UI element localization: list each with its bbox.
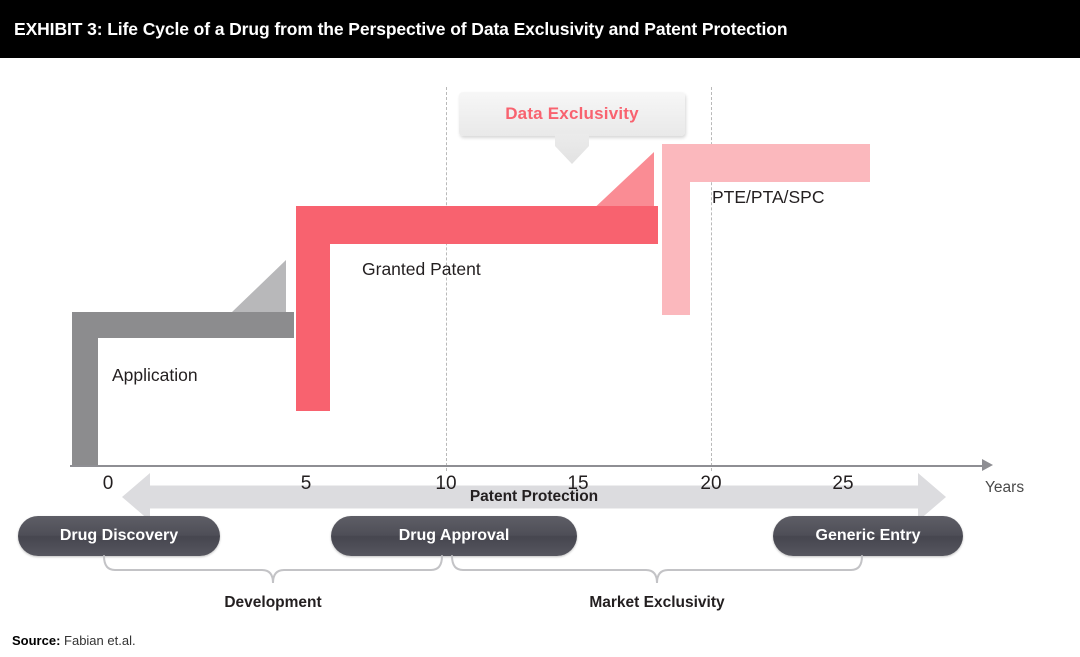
header-divider: [0, 58, 1080, 61]
application-bar-horizontal: [72, 312, 294, 338]
milestone-generic-entry[interactable]: Generic Entry: [773, 516, 963, 556]
x-axis-line: [70, 465, 985, 467]
application-bar-vertical: [72, 312, 98, 467]
brace-market-exclusivity-icon: [451, 555, 863, 584]
x-axis-title: Years: [985, 479, 1025, 496]
pte-label: PTE/PTA/SPC: [712, 187, 825, 207]
source-text: Fabian et.al.: [60, 633, 136, 648]
data-exclusivity-label: Data Exclusivity: [505, 104, 639, 123]
gridline-year-10: [446, 87, 447, 471]
page-title: EXHIBIT 3: Life Cycle of a Drug from the…: [14, 18, 788, 39]
milestone-drug-discovery[interactable]: Drug Discovery: [18, 516, 220, 556]
axis-tick-25: 25: [832, 473, 854, 494]
milestone-drug-approval[interactable]: Drug Approval: [331, 516, 577, 556]
milestone-label: Generic Entry: [815, 527, 921, 544]
axis-tick-20: 20: [700, 473, 722, 494]
milestone-label: Drug Approval: [398, 527, 510, 544]
granted-patent-bar-vertical: [296, 206, 330, 411]
phase-label-development: Development: [224, 594, 322, 611]
axis-tick-0: 0: [102, 473, 114, 494]
application-accent-triangle: [232, 260, 286, 312]
patent-protection-label: Patent Protection: [469, 488, 599, 505]
phase-label-market-exclusivity: Market Exclusivity: [589, 594, 725, 611]
phase-braces: [103, 555, 863, 584]
application-label: Application: [112, 365, 198, 385]
callout-pointer-icon: [555, 134, 589, 164]
diagram-canvas: Application Granted Patent PTE/PTA/SPC D…: [0, 61, 1080, 657]
source-prefix: Source:: [12, 633, 61, 648]
pte-bar-vertical: [662, 144, 690, 315]
milestone-label: Drug Discovery: [59, 527, 179, 544]
data-exclusivity-callout[interactable]: Data Exclusivity: [459, 92, 685, 136]
axis-tick-10: 10: [435, 473, 457, 494]
granted-patent-bar-horizontal: [296, 206, 658, 244]
granted-patent-label: Granted Patent: [362, 259, 481, 279]
pte-bar-horizontal: [662, 144, 870, 182]
axis-tick-5: 5: [300, 473, 312, 494]
source-note: Source: Fabian et.al.: [12, 633, 136, 648]
header-bar: EXHIBIT 3: Life Cycle of a Drug from the…: [0, 0, 1080, 58]
gridline-year-20: [711, 87, 712, 471]
axis-tick-15: 15: [567, 473, 589, 494]
granted-patent-accent-triangle: [588, 152, 654, 214]
brace-development-icon: [103, 555, 443, 584]
x-axis-arrowhead-icon: [982, 459, 993, 471]
